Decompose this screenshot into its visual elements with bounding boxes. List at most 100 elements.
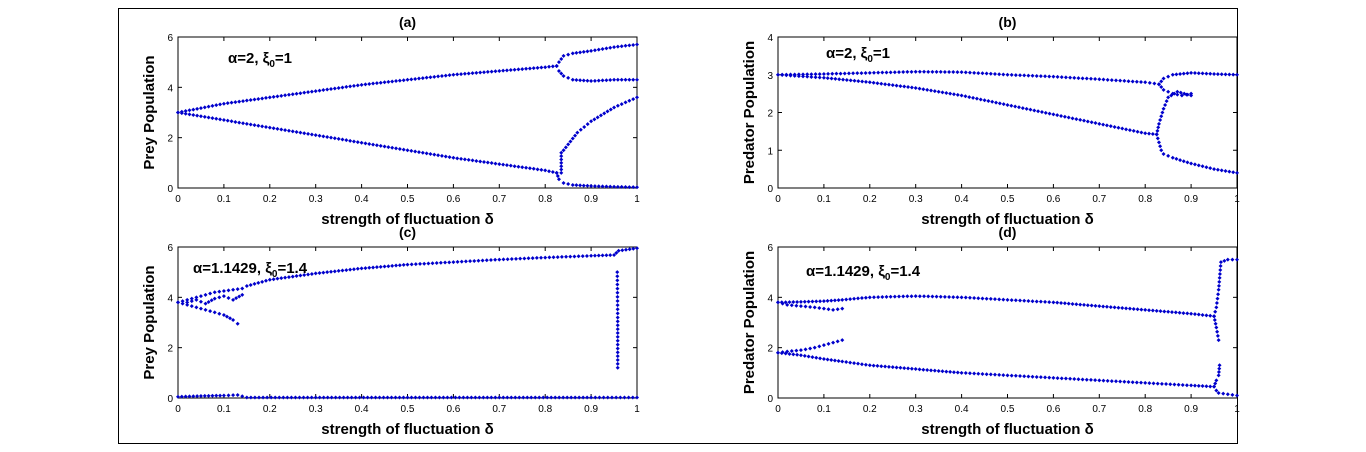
x-tick-label: 1 <box>1234 404 1240 415</box>
data-point <box>344 268 349 273</box>
data-point <box>1018 73 1023 78</box>
data-point <box>884 70 889 75</box>
data-point <box>942 69 947 74</box>
data-point <box>817 344 822 349</box>
data-point <box>1212 384 1217 389</box>
series-1 <box>176 246 639 305</box>
data-point <box>846 71 851 76</box>
panel-title: (b) <box>999 14 1017 30</box>
data-point <box>493 161 498 166</box>
data-point <box>1043 110 1048 115</box>
data-point <box>463 259 468 264</box>
data-point <box>1200 384 1205 389</box>
data-point <box>497 395 502 400</box>
panel-annotation: α=1.1429, ξ0=1.4 <box>806 263 921 283</box>
data-point <box>210 393 215 398</box>
data-point <box>794 303 799 308</box>
data-point <box>818 299 823 304</box>
data-point <box>451 155 456 160</box>
data-point <box>390 145 395 150</box>
data-point <box>235 392 240 397</box>
data-point <box>890 83 895 88</box>
data-point <box>482 70 486 75</box>
data-point <box>317 88 322 93</box>
data-point <box>615 77 620 82</box>
x-tick-label: 0.9 <box>584 404 598 415</box>
data-point <box>578 50 583 55</box>
data-point <box>1109 379 1114 384</box>
data-point <box>1005 102 1010 107</box>
data-point <box>1204 165 1209 170</box>
data-point <box>990 99 995 104</box>
data-point <box>830 71 835 76</box>
data-point <box>355 140 360 145</box>
data-point <box>176 394 180 399</box>
data-point <box>426 261 431 266</box>
data-point <box>302 272 307 277</box>
data-point <box>1212 167 1217 172</box>
data-point <box>832 298 837 303</box>
data-point <box>409 262 414 267</box>
x-tick-label: 0.9 <box>1184 194 1198 205</box>
data-point <box>615 294 620 299</box>
data-point <box>281 395 286 400</box>
data-point <box>325 87 330 92</box>
data-point <box>409 148 414 153</box>
data-point <box>1009 72 1014 77</box>
data-point <box>497 257 502 262</box>
data-point <box>1059 376 1064 381</box>
data-point <box>831 340 836 345</box>
data-point <box>1147 381 1152 386</box>
data-point <box>831 307 836 312</box>
figure-frame <box>118 8 1238 444</box>
data-point <box>1196 383 1201 388</box>
data-point <box>371 142 376 147</box>
x-tick-label: 0.3 <box>309 194 323 205</box>
data-point <box>476 258 481 263</box>
data-point <box>1059 300 1064 305</box>
data-point <box>913 367 918 372</box>
data-point <box>840 306 845 311</box>
data-point <box>501 395 506 400</box>
series-3 <box>185 292 245 306</box>
data-point <box>478 70 483 75</box>
data-point <box>909 85 914 90</box>
data-point <box>1166 153 1171 158</box>
data-point <box>810 355 815 360</box>
data-point <box>867 80 872 85</box>
data-point <box>1051 112 1056 117</box>
data-point <box>909 366 914 371</box>
data-point <box>963 94 968 99</box>
data-point <box>413 395 418 400</box>
data-point <box>596 253 601 258</box>
data-point <box>547 169 552 174</box>
data-point <box>509 395 514 400</box>
data-point <box>420 76 425 81</box>
data-point <box>826 71 831 76</box>
data-point <box>1215 72 1220 77</box>
data-point <box>455 259 460 264</box>
data-point <box>520 165 525 170</box>
data-point <box>1192 162 1197 167</box>
data-point <box>798 348 803 353</box>
data-point <box>267 277 272 282</box>
data-point <box>570 182 575 187</box>
data-point <box>1189 161 1194 166</box>
data-point <box>1116 305 1121 310</box>
data-point <box>1162 309 1167 314</box>
data-point <box>876 70 881 75</box>
data-point <box>619 77 624 82</box>
data-point <box>401 78 406 83</box>
data-point <box>329 269 333 274</box>
data-point <box>1172 91 1177 96</box>
data-point <box>1143 307 1148 312</box>
data-point <box>992 297 997 302</box>
data-point <box>1127 128 1132 133</box>
data-point <box>481 395 486 400</box>
data-point <box>466 71 471 76</box>
data-point <box>285 395 290 400</box>
y-tick-label: 3 <box>767 71 773 82</box>
data-point <box>214 116 219 121</box>
data-point <box>1130 79 1135 84</box>
data-point <box>926 69 931 74</box>
